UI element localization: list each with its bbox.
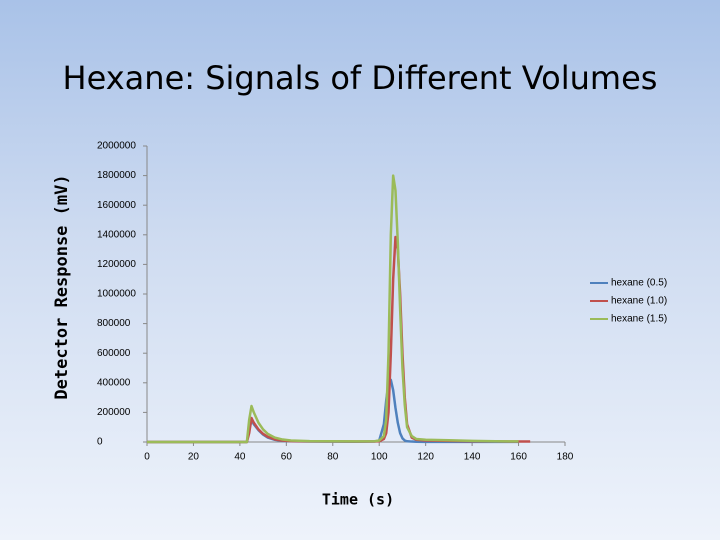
y-tick-label: 1800000 bbox=[97, 170, 136, 181]
x-tick-label: 20 bbox=[188, 452, 200, 463]
x-tick-label: 0 bbox=[144, 452, 150, 463]
x-tick-label: 160 bbox=[510, 452, 527, 463]
y-tick-label: 1600000 bbox=[97, 200, 136, 211]
x-tick-label: 140 bbox=[464, 452, 481, 463]
y-tick-label: 600000 bbox=[97, 348, 131, 359]
y-tick-label: 1000000 bbox=[97, 289, 136, 300]
legend-label: hexane (0.5) bbox=[611, 278, 667, 289]
legend-label: hexane (1.0) bbox=[611, 296, 667, 307]
y-tick-label: 1200000 bbox=[97, 259, 136, 270]
x-tick-label: 120 bbox=[417, 452, 434, 463]
x-tick-label: 180 bbox=[557, 452, 574, 463]
y-tick-label: 400000 bbox=[97, 377, 131, 388]
series-line bbox=[147, 235, 531, 444]
x-tick-label: 40 bbox=[234, 452, 246, 463]
x-axis-label: Time (s) bbox=[322, 491, 394, 509]
legend-label: hexane (1.5) bbox=[611, 314, 667, 325]
x-tick-label: 80 bbox=[327, 452, 339, 463]
series-line bbox=[147, 174, 519, 444]
y-tick-label: 0 bbox=[97, 437, 103, 448]
y-tick-label: 2000000 bbox=[97, 141, 136, 152]
chart-title: Hexane: Signals of Different Volumes bbox=[63, 59, 658, 97]
y-tick-label: 200000 bbox=[97, 407, 131, 418]
x-tick-label: 100 bbox=[371, 452, 388, 463]
y-tick-label: 1400000 bbox=[97, 229, 136, 240]
y-axis-label: Detector Response (mV) bbox=[52, 174, 72, 399]
series-line bbox=[147, 378, 519, 444]
y-tick-label: 800000 bbox=[97, 318, 131, 329]
x-tick-label: 60 bbox=[281, 452, 293, 463]
